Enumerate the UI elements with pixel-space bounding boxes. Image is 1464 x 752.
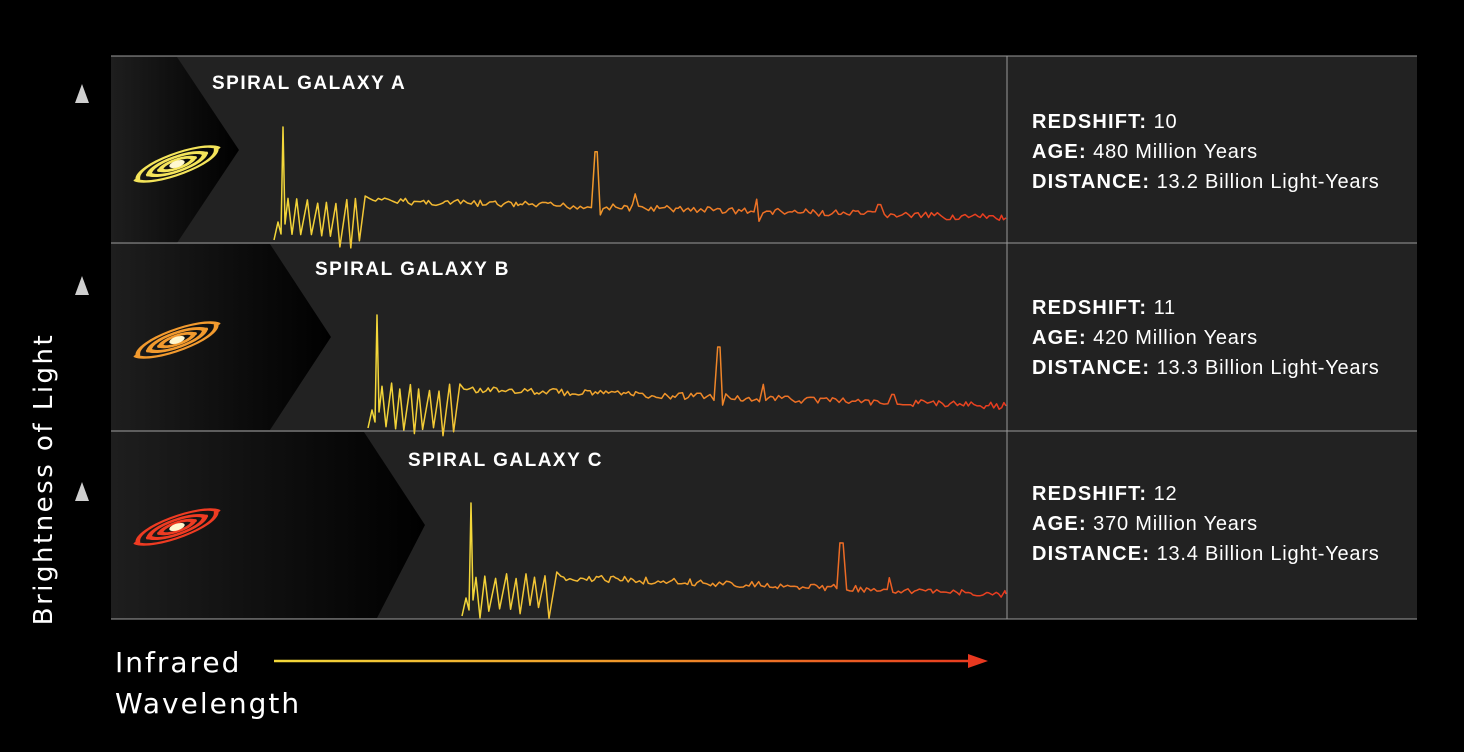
galaxy-arm <box>135 321 221 357</box>
redshift-value: 10 <box>1153 111 1178 133</box>
galaxy-arm <box>135 145 221 181</box>
y-axis-arrows <box>75 84 89 612</box>
galaxy-a-info: REDSHIFT: 10 AGE: 480 Million Years DIST… <box>1032 107 1432 197</box>
age-value: 480 Million Years <box>1093 141 1258 163</box>
age-line: AGE: 420 Million Years <box>1032 323 1432 353</box>
redshift-line: REDSHIFT: 12 <box>1032 479 1432 509</box>
galaxy-arm <box>146 327 209 353</box>
x-axis-arrow <box>274 654 988 668</box>
row-c-wedge <box>111 432 425 618</box>
spectrum-line-c <box>461 502 1007 619</box>
galaxy-b-title: SPIRAL GALAXY B <box>315 259 510 280</box>
galaxy-arm <box>157 156 197 173</box>
distance-value: 13.2 Billion Light-Years <box>1156 171 1380 193</box>
redshift-label: REDSHIFT: <box>1032 297 1148 319</box>
galaxy-arm <box>135 508 221 544</box>
galaxy-core <box>169 335 185 345</box>
row-a-wedge <box>111 57 239 243</box>
distance-line: DISTANCE: 13.3 Billion Light-Years <box>1032 353 1432 383</box>
galaxy-a-title: SPIRAL GALAXY A <box>212 73 406 94</box>
spectrum-line-b <box>367 314 1007 437</box>
galaxy-b-info: REDSHIFT: 11 AGE: 420 Million Years DIST… <box>1032 293 1432 383</box>
spiral-galaxy-b-icon <box>133 321 221 359</box>
galaxy-arm <box>146 151 209 177</box>
galaxy-arm <box>133 510 219 546</box>
redshift-value: 11 <box>1153 297 1176 319</box>
galaxy-core <box>169 159 185 169</box>
redshift-line: REDSHIFT: 11 <box>1032 293 1432 323</box>
galaxy-arm <box>146 514 209 540</box>
x-axis-label-line1: Infrared <box>115 646 242 679</box>
redshift-label: REDSHIFT: <box>1032 483 1148 505</box>
redshift-value: 12 <box>1153 483 1178 505</box>
distance-label: DISTANCE: <box>1032 357 1151 379</box>
row-b-wedge <box>111 244 331 430</box>
spiral-galaxy-a-icon <box>133 145 221 183</box>
galaxy-c-info: REDSHIFT: 12 AGE: 370 Million Years DIST… <box>1032 479 1432 569</box>
distance-label: DISTANCE: <box>1032 171 1151 193</box>
galaxy-arm <box>145 151 208 177</box>
age-value: 420 Million Years <box>1093 327 1258 349</box>
age-label: AGE: <box>1032 141 1087 163</box>
age-line: AGE: 480 Million Years <box>1032 137 1432 167</box>
distance-line: DISTANCE: 13.4 Billion Light-Years <box>1032 539 1432 569</box>
y-axis-label: Brightness of Light <box>29 332 59 626</box>
x-axis-label: Infrared Wavelength <box>115 642 301 724</box>
age-label: AGE: <box>1032 513 1087 535</box>
age-label: AGE: <box>1032 327 1087 349</box>
distance-value: 13.3 Billion Light-Years <box>1156 357 1380 379</box>
x-axis-label-line2: Wavelength <box>115 687 302 720</box>
galaxy-arm <box>133 147 219 183</box>
galaxy-arm <box>157 519 197 536</box>
redshift-label: REDSHIFT: <box>1032 111 1148 133</box>
grid-lines <box>111 55 1417 620</box>
distance-value: 13.4 Billion Light-Years <box>1156 543 1380 565</box>
age-line: AGE: 370 Million Years <box>1032 509 1432 539</box>
spiral-galaxy-c-icon <box>133 508 221 546</box>
galaxy-c-title: SPIRAL GALAXY C <box>408 450 603 471</box>
spectrum-line-a <box>273 126 1007 249</box>
galaxy-arm <box>145 327 208 353</box>
galaxy-arm <box>133 323 219 359</box>
distance-line: DISTANCE: 13.2 Billion Light-Years <box>1032 167 1432 197</box>
galaxy-arm <box>157 332 197 349</box>
galaxy-arm <box>145 514 208 540</box>
galaxy-core <box>169 522 185 532</box>
age-value: 370 Million Years <box>1093 513 1258 535</box>
redshift-line: REDSHIFT: 10 <box>1032 107 1432 137</box>
distance-label: DISTANCE: <box>1032 543 1151 565</box>
